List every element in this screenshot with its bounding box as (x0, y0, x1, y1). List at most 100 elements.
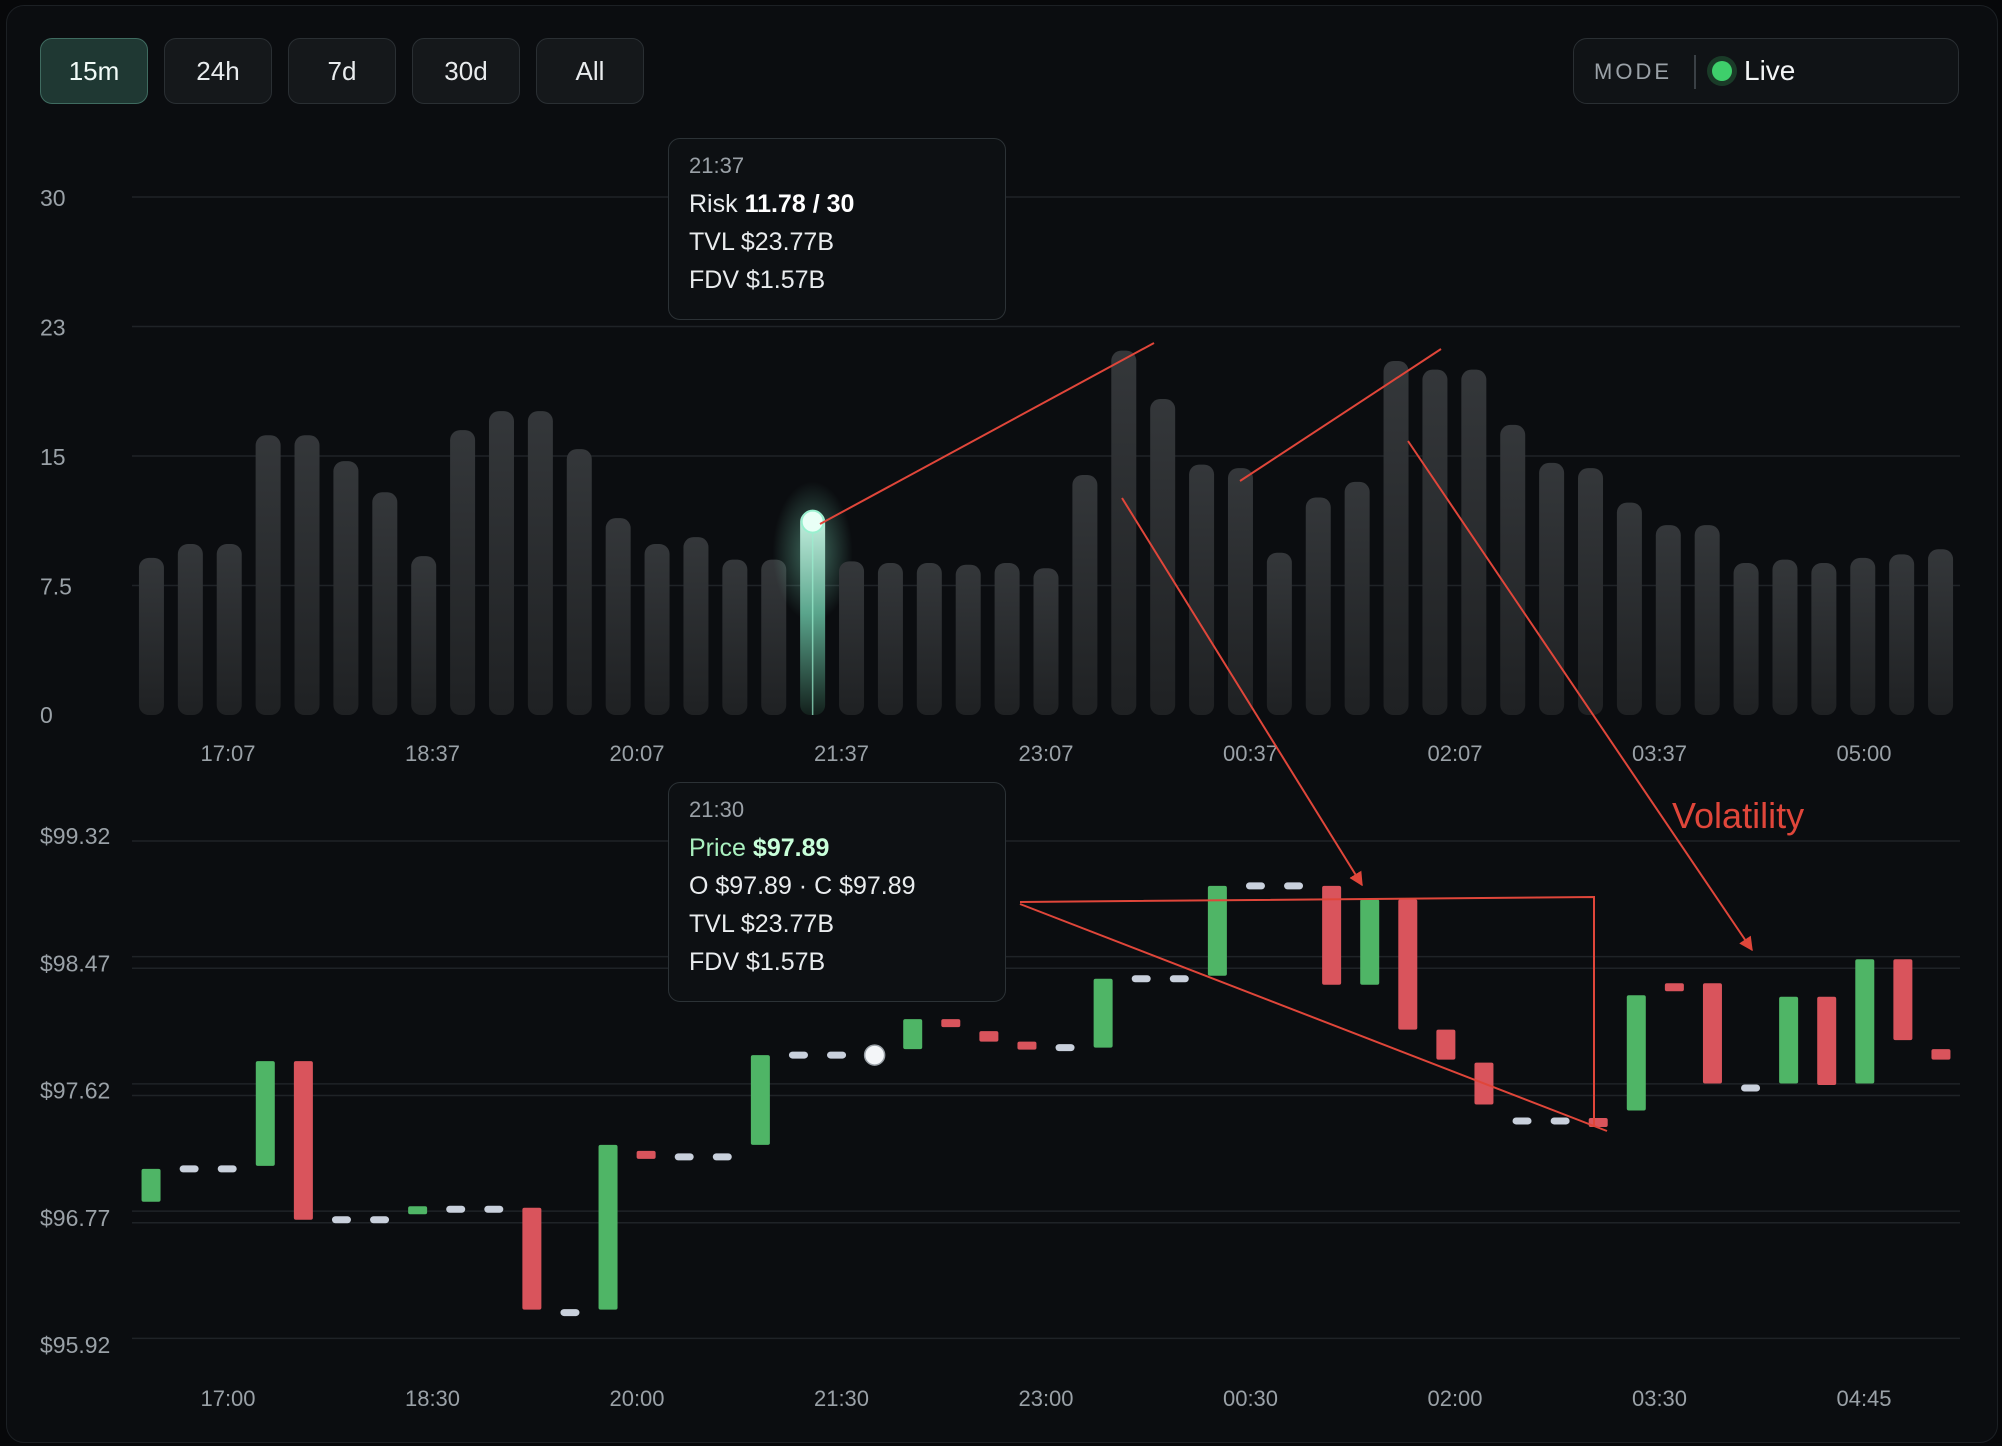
tooltip-price: Price $97.89 (689, 829, 985, 867)
risk-bar (1189, 464, 1215, 715)
candle-down (1436, 1029, 1456, 1060)
candle-up (1779, 996, 1799, 1084)
tooltip-open-close: O $97.89 · C $97.89 (689, 872, 916, 900)
risk-bar (1461, 369, 1487, 715)
risk-bar (1344, 481, 1370, 715)
candle-down (1398, 899, 1418, 1030)
range-button-15m[interactable]: 15m (40, 38, 148, 104)
price-x-tick-label: 04:45 (1836, 1386, 1891, 1411)
range-button-7d[interactable]: 7d (288, 38, 396, 104)
range-button-24h[interactable]: 24h (164, 38, 272, 104)
candle-flat (484, 1205, 504, 1213)
risk-y-tick-label: 7.5 (40, 574, 72, 600)
candle-down (522, 1207, 542, 1310)
annotation-layer: Volatility (819, 342, 1804, 1132)
risk-bar (1266, 552, 1292, 715)
tooltip-price-label: Price (689, 834, 746, 862)
candle-up (1855, 959, 1875, 1084)
range-button-all[interactable]: All (536, 38, 644, 104)
candle-down (636, 1150, 656, 1159)
risk-bar (1500, 424, 1526, 715)
live-status-dot-icon (1712, 61, 1732, 81)
risk-bar (1422, 369, 1448, 715)
risk-x-tick-label: 17:07 (200, 741, 255, 766)
mode-divider (1694, 55, 1696, 89)
tooltip-time: 21:30 (689, 797, 745, 822)
risk-bar (411, 556, 437, 715)
risk-x-tick-label: 23:07 (1018, 741, 1073, 766)
range-button-30d[interactable]: 30d (412, 38, 520, 104)
candle-up (598, 1144, 618, 1310)
risk-y-tick-label: 15 (40, 444, 66, 470)
candle-up (1093, 978, 1113, 1048)
candle-flat (1512, 1117, 1532, 1125)
tooltip-time: 21:37 (689, 153, 745, 178)
candle-down (1931, 1049, 1951, 1060)
price-y-tick-label: $95.92 (40, 1332, 110, 1358)
risk-bar (916, 563, 942, 715)
risk-bar (255, 435, 281, 715)
risk-bar (1072, 474, 1098, 715)
annotation-outline (1019, 895, 1595, 1127)
candle-flat (827, 1051, 847, 1059)
candle-flat (712, 1153, 732, 1161)
risk-tooltip: 21:37 Risk 11.78 / 30 TVL $23.77B FDV $1… (668, 138, 1006, 320)
candle-up (903, 1019, 923, 1050)
candle-down (1702, 983, 1722, 1084)
price-x-tick-label: 02:00 (1427, 1386, 1482, 1411)
risk-bar (1772, 559, 1798, 715)
candle-flat (1055, 1044, 1075, 1052)
annotation-arrow (1407, 440, 1753, 952)
candle-flat (674, 1153, 694, 1161)
candle-flat (560, 1309, 580, 1317)
candle-down (979, 1031, 999, 1042)
risk-bar (1694, 525, 1720, 715)
candle-up (1626, 995, 1646, 1111)
candle-flat (370, 1216, 390, 1224)
candle-up (1207, 885, 1227, 976)
risk-bar (1655, 525, 1681, 715)
candle-down (1017, 1041, 1037, 1050)
risk-bar (761, 559, 787, 715)
candle-down (1322, 885, 1342, 985)
risk-bar (216, 544, 242, 715)
risk-bar (1227, 468, 1253, 715)
risk-bar (877, 563, 903, 715)
price-x-tick-label: 20:00 (609, 1386, 664, 1411)
risk-bar (1811, 563, 1837, 715)
risk-bar (1889, 554, 1915, 715)
risk-bar (1616, 502, 1642, 715)
annotation-label: Volatility (1672, 795, 1804, 836)
risk-bar (605, 518, 631, 715)
price-y-tick-label: $98.47 (40, 950, 110, 976)
candle-flat (446, 1205, 466, 1213)
risk-bar (1539, 462, 1565, 715)
candle-flat (217, 1165, 237, 1173)
tooltip-risk-value: 11.78 / 30 (744, 190, 855, 218)
risk-bar (294, 435, 320, 715)
tooltip-risk: Risk 11.78 / 30 (689, 185, 985, 223)
mode-selector[interactable]: MODE Live (1573, 38, 1959, 104)
risk-bar (1928, 549, 1954, 715)
candle-down (1664, 983, 1684, 992)
candle-flat (331, 1216, 351, 1224)
risk-bar (644, 544, 670, 715)
tooltip-tvl: TVL $23.77B (689, 228, 835, 256)
candle-down (941, 1019, 961, 1028)
risk-x-tick-label: 02:07 (1427, 741, 1482, 766)
candle-flat (1550, 1117, 1570, 1125)
risk-bar (1033, 568, 1059, 715)
tooltip-fdv: FDV $1.57B (689, 948, 826, 976)
candle-down (1817, 996, 1837, 1086)
price-x-tick-label: 21:30 (814, 1386, 869, 1411)
tooltip-tvl: TVL $23.77B (689, 910, 835, 938)
mode-label: MODE (1594, 59, 1672, 84)
candle-flat (788, 1051, 808, 1059)
candle-up (141, 1168, 161, 1202)
risk-bar (955, 564, 981, 715)
risk-bar (372, 492, 398, 715)
risk-bar (1578, 468, 1604, 715)
price-x-tick-label: 18:30 (405, 1386, 460, 1411)
risk-bar (450, 430, 476, 715)
risk-bar (527, 411, 553, 715)
